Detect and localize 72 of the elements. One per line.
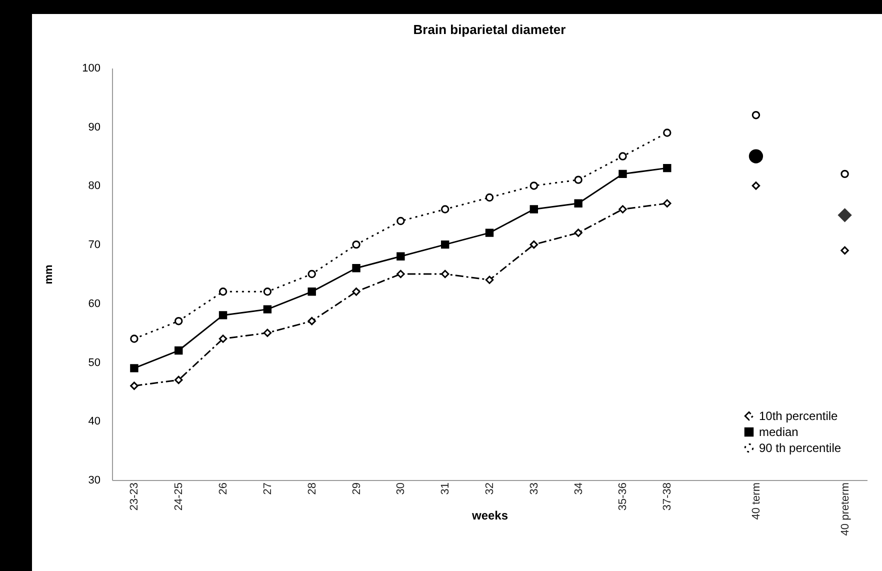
- point: [308, 288, 316, 296]
- point: [308, 270, 316, 278]
- x-tick-label: 40 term: [750, 482, 762, 520]
- y-tick-label: 50: [88, 356, 100, 369]
- point: [174, 346, 183, 355]
- point: [352, 240, 360, 249]
- point: [485, 228, 494, 237]
- point: [440, 240, 450, 249]
- point: [174, 316, 183, 326]
- point: [752, 110, 760, 120]
- x-tick-label: 27: [262, 482, 274, 495]
- point: [440, 270, 450, 278]
- point: [840, 170, 849, 178]
- y-tick-label: 80: [88, 180, 100, 192]
- point: [530, 182, 538, 190]
- point: [174, 376, 183, 384]
- point: [308, 316, 316, 326]
- point: [130, 364, 138, 372]
- point: [574, 199, 582, 208]
- x-axis-title: weeks: [470, 508, 508, 522]
- y-axis-title: mm: [43, 264, 56, 284]
- point: [530, 205, 538, 214]
- y-tick-label: 90: [88, 121, 100, 134]
- point: [352, 288, 360, 296]
- point: [840, 246, 849, 255]
- point: [618, 152, 627, 160]
- point: [130, 334, 138, 343]
- point: [440, 205, 450, 214]
- x-tick-label: 33: [528, 482, 540, 495]
- point: [218, 311, 228, 320]
- point: [618, 170, 627, 178]
- x-tick-label: 26: [218, 482, 230, 495]
- y-tick-label: 30: [88, 474, 100, 486]
- point: [485, 193, 494, 202]
- x-tick-label: 35-36: [617, 482, 630, 511]
- x-tick-label: 40 preterm: [839, 482, 852, 536]
- point: [574, 176, 582, 184]
- y-tick-label: 70: [88, 239, 100, 252]
- x-tick-label: 23-23: [128, 482, 141, 511]
- point: [396, 270, 405, 278]
- point: [263, 305, 272, 314]
- legend-label: median: [759, 425, 798, 439]
- point: [396, 216, 405, 226]
- point: [574, 228, 582, 237]
- y-tick-label: 40: [88, 416, 100, 428]
- point: [263, 328, 272, 337]
- point: [618, 205, 627, 214]
- point: [396, 252, 405, 260]
- x-tick-label: 37-38: [662, 482, 674, 511]
- point: [485, 276, 494, 284]
- point: [663, 199, 672, 208]
- legend-label: 90 th percentile: [759, 441, 842, 455]
- x-tick-label: 28: [306, 482, 318, 495]
- x-tick-label: 32: [484, 482, 496, 495]
- chart-title: Brain biparietal diameter: [413, 22, 566, 37]
- point: [530, 240, 538, 249]
- point: [218, 288, 228, 296]
- y-tick-label: 60: [88, 298, 100, 310]
- point: [663, 164, 672, 172]
- point: [752, 182, 760, 190]
- x-tick-label: 31: [440, 482, 452, 495]
- point: [218, 334, 228, 343]
- x-tick-label: 30: [395, 482, 408, 495]
- point: [352, 264, 360, 272]
- x-tick-label: 29: [350, 482, 363, 495]
- legend-label: 10th percentile: [759, 409, 838, 423]
- point: [130, 382, 138, 390]
- x-tick-label: 24-25: [173, 482, 186, 511]
- point: [663, 128, 672, 137]
- y-tick-label: 100: [82, 62, 100, 74]
- x-tick-label: 34: [572, 482, 585, 495]
- point: [263, 288, 272, 296]
